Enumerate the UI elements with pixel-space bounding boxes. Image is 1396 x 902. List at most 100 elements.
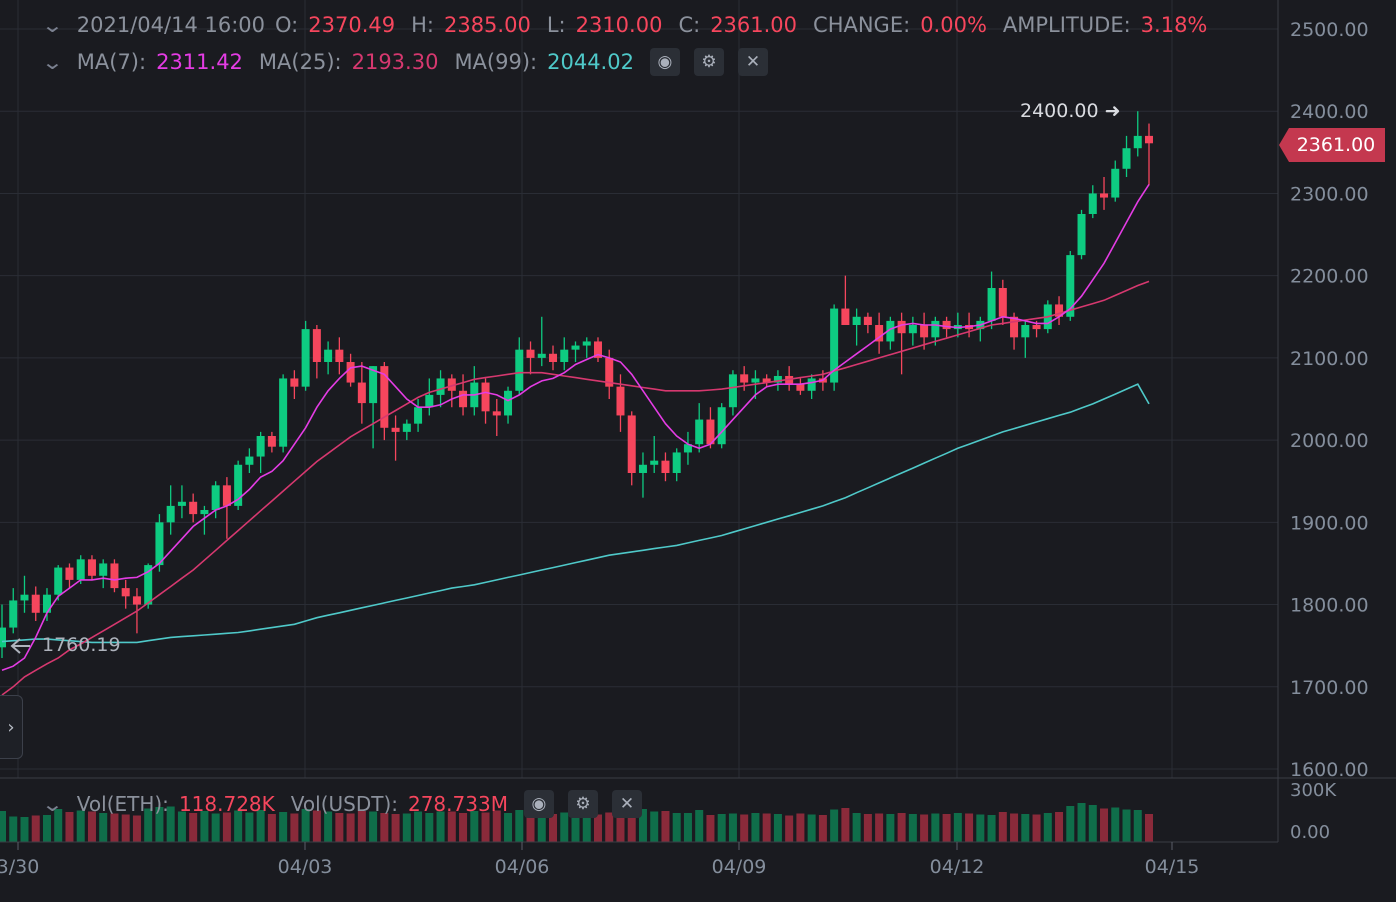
axes: 2500.00 2400.00 2300.00 2200.00 2100.00 2000.… xyxy=(0,0,1396,878)
gear-icon[interactable]: ⚙ xyxy=(567,790,598,818)
candle-body xyxy=(267,436,276,447)
gear-icon[interactable]: ⚙ xyxy=(693,48,724,76)
ma99-line xyxy=(1,383,1150,644)
chevron-right-icon[interactable]: › xyxy=(0,695,23,759)
candle-body xyxy=(425,394,434,408)
volume-bar xyxy=(1066,806,1075,842)
ma7-value: 2311.42 xyxy=(156,50,243,74)
volume-bar xyxy=(875,813,884,842)
volume-bar xyxy=(425,813,434,842)
candle-body xyxy=(144,565,153,605)
volume-bar xyxy=(234,810,243,842)
candle-body xyxy=(290,378,299,387)
candle-body xyxy=(852,316,861,325)
volume-bar xyxy=(1122,809,1131,842)
volume-bar xyxy=(200,811,209,842)
volume-bar xyxy=(9,816,18,842)
volume-bar xyxy=(492,810,501,842)
current-price-tag: 2361.00 xyxy=(1279,128,1385,162)
candle-body xyxy=(76,559,85,580)
candle-body xyxy=(234,464,243,506)
candle-body xyxy=(650,460,659,465)
volume-bar xyxy=(976,814,985,842)
candle-body xyxy=(908,325,917,334)
y-tick-label: 2400.00 xyxy=(1290,101,1369,123)
y-tick-label: 1600.00 xyxy=(1290,759,1369,781)
candle-body xyxy=(256,436,265,457)
volume-bar xyxy=(121,814,130,842)
chevron-down-icon[interactable]: ⌄ xyxy=(41,50,64,74)
candle-body xyxy=(110,563,119,589)
vol-eth-label: Vol(ETH): xyxy=(76,792,169,816)
volume-bar xyxy=(1021,814,1030,842)
candle-body xyxy=(1066,255,1075,317)
high-value: 2385.00 xyxy=(443,13,531,37)
candle-body xyxy=(99,563,108,576)
volume-bar xyxy=(87,811,96,842)
volume-bar xyxy=(42,815,51,842)
ohlc-legend: ⌄ 2021/04/14 16:00 O: 2370.49 H: 2385.00… xyxy=(41,10,1213,40)
volume-bar xyxy=(279,812,288,842)
volume-bar xyxy=(762,813,771,842)
candle-body xyxy=(132,596,141,605)
volume-bar xyxy=(110,813,119,842)
close-icon[interactable]: ✕ xyxy=(611,790,642,818)
low-label: L: xyxy=(546,13,566,37)
volume-bar xyxy=(560,812,569,842)
candle-body xyxy=(931,320,940,338)
volume-bar xyxy=(1133,810,1142,842)
ma25-label: MA(25): xyxy=(258,50,342,74)
volume-bar xyxy=(593,814,602,842)
candle-body xyxy=(582,341,591,346)
candle-body xyxy=(1010,316,1019,338)
candle-body xyxy=(54,567,63,595)
volume-bars xyxy=(0,803,1153,842)
candle-body xyxy=(616,386,625,416)
volume-bar xyxy=(470,811,479,842)
volume-bar xyxy=(706,815,715,842)
volume-bar xyxy=(953,813,962,842)
chevron-down-icon[interactable]: ⌄ xyxy=(41,792,64,816)
candle-body xyxy=(638,464,647,473)
volume-bar xyxy=(459,813,468,842)
ma-legend: ⌄ MA(7): 2311.42 MA(25): 2193.30 MA(99):… xyxy=(41,47,772,77)
volume-bar xyxy=(920,814,929,842)
candle-body xyxy=(728,374,737,408)
ma25-line xyxy=(1,280,1150,696)
low-value: 2310.00 xyxy=(575,13,663,37)
volume-bar xyxy=(841,808,850,842)
high-label: H: xyxy=(411,13,434,37)
candle-body xyxy=(42,594,51,613)
volume-bar xyxy=(931,813,940,842)
eye-icon[interactable]: ◉ xyxy=(649,48,680,76)
candle-body xyxy=(526,349,535,358)
candle-body xyxy=(447,378,456,391)
candle-body xyxy=(1077,214,1086,256)
volume-bar xyxy=(312,810,321,842)
candle-body xyxy=(627,415,636,473)
candle-body xyxy=(324,349,333,362)
candle-body xyxy=(459,390,468,408)
candle-body xyxy=(189,501,198,515)
volume-bar xyxy=(335,813,344,842)
x-tick-label: 04/12 xyxy=(930,856,985,878)
volume-bar xyxy=(751,813,760,842)
volume-bar xyxy=(1111,807,1120,842)
candles xyxy=(0,111,1153,658)
volume-bar xyxy=(346,813,355,842)
eye-icon[interactable]: ◉ xyxy=(523,790,554,818)
candle-body xyxy=(222,485,231,506)
volume-bar xyxy=(515,810,524,842)
candle-body xyxy=(560,349,569,362)
candle-body xyxy=(166,505,175,523)
candle-body xyxy=(301,329,310,387)
volume-tick-label: 0.00 xyxy=(1290,822,1330,843)
candle-body xyxy=(245,456,254,465)
close-icon[interactable]: ✕ xyxy=(737,48,768,76)
candle-body xyxy=(279,378,288,447)
candle-body xyxy=(155,522,164,566)
volume-bar xyxy=(830,809,839,842)
chevron-down-icon[interactable]: ⌄ xyxy=(41,13,64,37)
volume-bar xyxy=(0,811,6,842)
